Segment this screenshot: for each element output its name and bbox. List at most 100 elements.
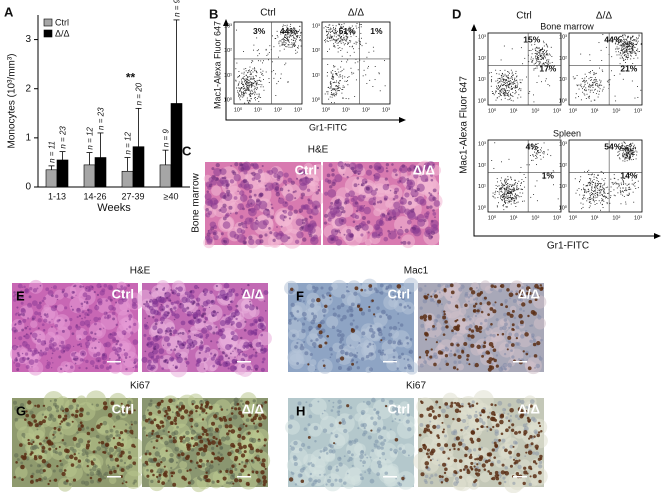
event-dot — [259, 77, 260, 78]
tissue-texture — [364, 205, 366, 207]
event-dot — [623, 58, 624, 59]
event-dot — [596, 203, 597, 204]
tissue-texture — [260, 334, 263, 337]
bar — [46, 170, 57, 187]
event-dot — [599, 80, 600, 81]
stained-cell — [516, 337, 518, 339]
tissue-texture — [230, 331, 234, 335]
event-dot — [627, 153, 628, 154]
tissue-texture — [292, 334, 295, 337]
event-dot — [502, 205, 503, 206]
quadrant-percent: 21% — [620, 63, 637, 73]
event-dot — [504, 181, 505, 182]
event-dot — [536, 164, 537, 165]
tissue-texture — [200, 341, 203, 344]
event-dot — [239, 97, 240, 98]
event-dot — [632, 47, 633, 48]
tissue-texture — [360, 205, 365, 210]
tissue-texture — [531, 333, 535, 337]
event-dot — [242, 97, 243, 98]
tissue-texture — [14, 362, 15, 363]
event-dot — [595, 81, 596, 82]
event-dot — [497, 87, 498, 88]
event-dot — [628, 46, 629, 47]
tissue-texture — [344, 234, 346, 236]
event-dot — [281, 41, 282, 42]
tissue-texture — [447, 298, 460, 311]
tissue-texture — [311, 237, 316, 242]
tissue-texture — [327, 189, 336, 198]
event-dot — [493, 93, 494, 94]
event-dot — [287, 46, 288, 47]
event-dot — [628, 195, 629, 196]
tissue-texture — [322, 360, 324, 362]
event-dot — [238, 71, 239, 72]
tissue-texture — [31, 366, 32, 367]
tissue-texture — [237, 190, 239, 192]
stained-cell — [471, 290, 475, 294]
event-dot — [620, 192, 621, 193]
tissue-texture — [310, 320, 315, 325]
stained-cell — [425, 338, 427, 340]
event-dot — [637, 38, 638, 39]
tissue-texture — [300, 344, 303, 347]
tissue-texture — [176, 300, 180, 304]
event-dot — [333, 77, 334, 78]
event-dot — [497, 186, 498, 187]
tissue-texture — [295, 240, 299, 244]
event-dot — [507, 95, 508, 96]
event-dot — [511, 191, 512, 192]
event-dot — [280, 50, 281, 51]
tissue-texture — [230, 353, 232, 355]
event-dot — [634, 40, 635, 41]
event-dot — [513, 185, 514, 186]
tissue-texture — [112, 317, 115, 320]
event-dot — [337, 88, 338, 89]
tissue-texture — [353, 319, 355, 321]
tissue-texture — [405, 229, 409, 233]
event-dot — [290, 24, 291, 25]
event-dot — [630, 39, 631, 40]
tissue-texture — [27, 317, 29, 319]
stained-cell — [466, 358, 469, 361]
event-dot — [497, 191, 498, 192]
event-dot — [621, 45, 622, 46]
tissue-texture — [328, 286, 332, 290]
event-dot — [269, 82, 270, 83]
event-dot — [625, 35, 626, 36]
tissue-texture — [507, 363, 512, 368]
tissue-texture — [47, 313, 49, 315]
event-dot — [341, 43, 342, 44]
event-dot — [504, 191, 505, 192]
tissue-texture — [259, 239, 263, 243]
panel-title: Ki67 — [130, 381, 150, 392]
event-dot — [580, 176, 581, 177]
event-dot — [505, 74, 506, 75]
tissue-texture — [380, 284, 384, 288]
event-dot — [341, 40, 342, 41]
event-dot — [301, 32, 302, 33]
event-dot — [619, 154, 620, 155]
tissue-texture — [407, 358, 409, 360]
event-dot — [531, 160, 532, 161]
tissue-texture — [44, 329, 45, 330]
event-dot — [633, 159, 634, 160]
tissue-texture — [204, 368, 206, 370]
image-tag: Δ/Δ — [518, 286, 540, 301]
event-dot — [503, 80, 504, 81]
tissue-texture — [51, 287, 52, 288]
event-dot — [596, 186, 597, 187]
event-dot — [542, 57, 543, 58]
tissue-texture — [406, 178, 409, 181]
stained-cell — [424, 318, 427, 321]
tissue-texture — [406, 342, 409, 345]
tissue-texture — [431, 236, 433, 238]
tissue-texture — [90, 331, 93, 334]
tissue-texture — [284, 172, 289, 177]
tissue-texture — [80, 345, 82, 347]
tissue-texture — [355, 325, 358, 328]
image-tag: Ctrl — [112, 286, 134, 301]
event-dot — [493, 196, 494, 197]
event-dot — [635, 148, 636, 149]
tissue-texture — [203, 312, 206, 315]
